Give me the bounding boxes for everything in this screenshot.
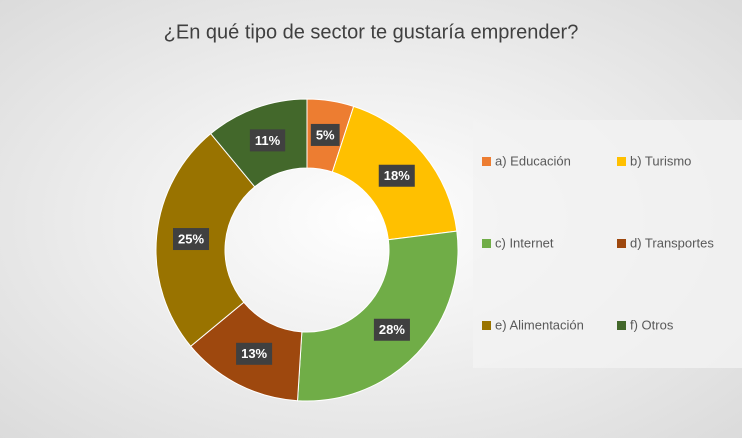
legend-swatch — [617, 157, 626, 166]
chart-title: ¿En qué tipo de sector te gustaría empre… — [164, 21, 579, 43]
legend-swatch — [617, 321, 626, 330]
data-label: 11% — [255, 133, 281, 148]
legend-swatch — [482, 239, 491, 248]
data-label-box — [173, 228, 210, 251]
data-label-box — [378, 164, 415, 187]
data-label: 28% — [379, 322, 405, 337]
legend-box — [473, 120, 742, 368]
legend-label: e) Alimentación — [495, 317, 584, 332]
donut-segment — [296, 230, 459, 402]
data-label-box — [236, 342, 273, 365]
legend-swatch — [617, 239, 626, 248]
data-label-box — [373, 318, 410, 341]
legend-label: f) Otros — [630, 317, 674, 332]
legend-label: d) Transportes — [630, 235, 714, 250]
data-label-box — [249, 129, 286, 152]
data-label: 5% — [316, 127, 335, 142]
legend-label: b) Turismo — [630, 153, 691, 168]
legend-swatch — [482, 321, 491, 330]
data-label-box — [310, 123, 340, 146]
legend-label: a) Educación — [495, 153, 571, 168]
data-label: 13% — [241, 346, 267, 361]
legend-label: c) Internet — [495, 235, 554, 250]
data-label: 18% — [384, 168, 410, 183]
legend-swatch — [482, 157, 491, 166]
data-label: 25% — [178, 231, 204, 246]
